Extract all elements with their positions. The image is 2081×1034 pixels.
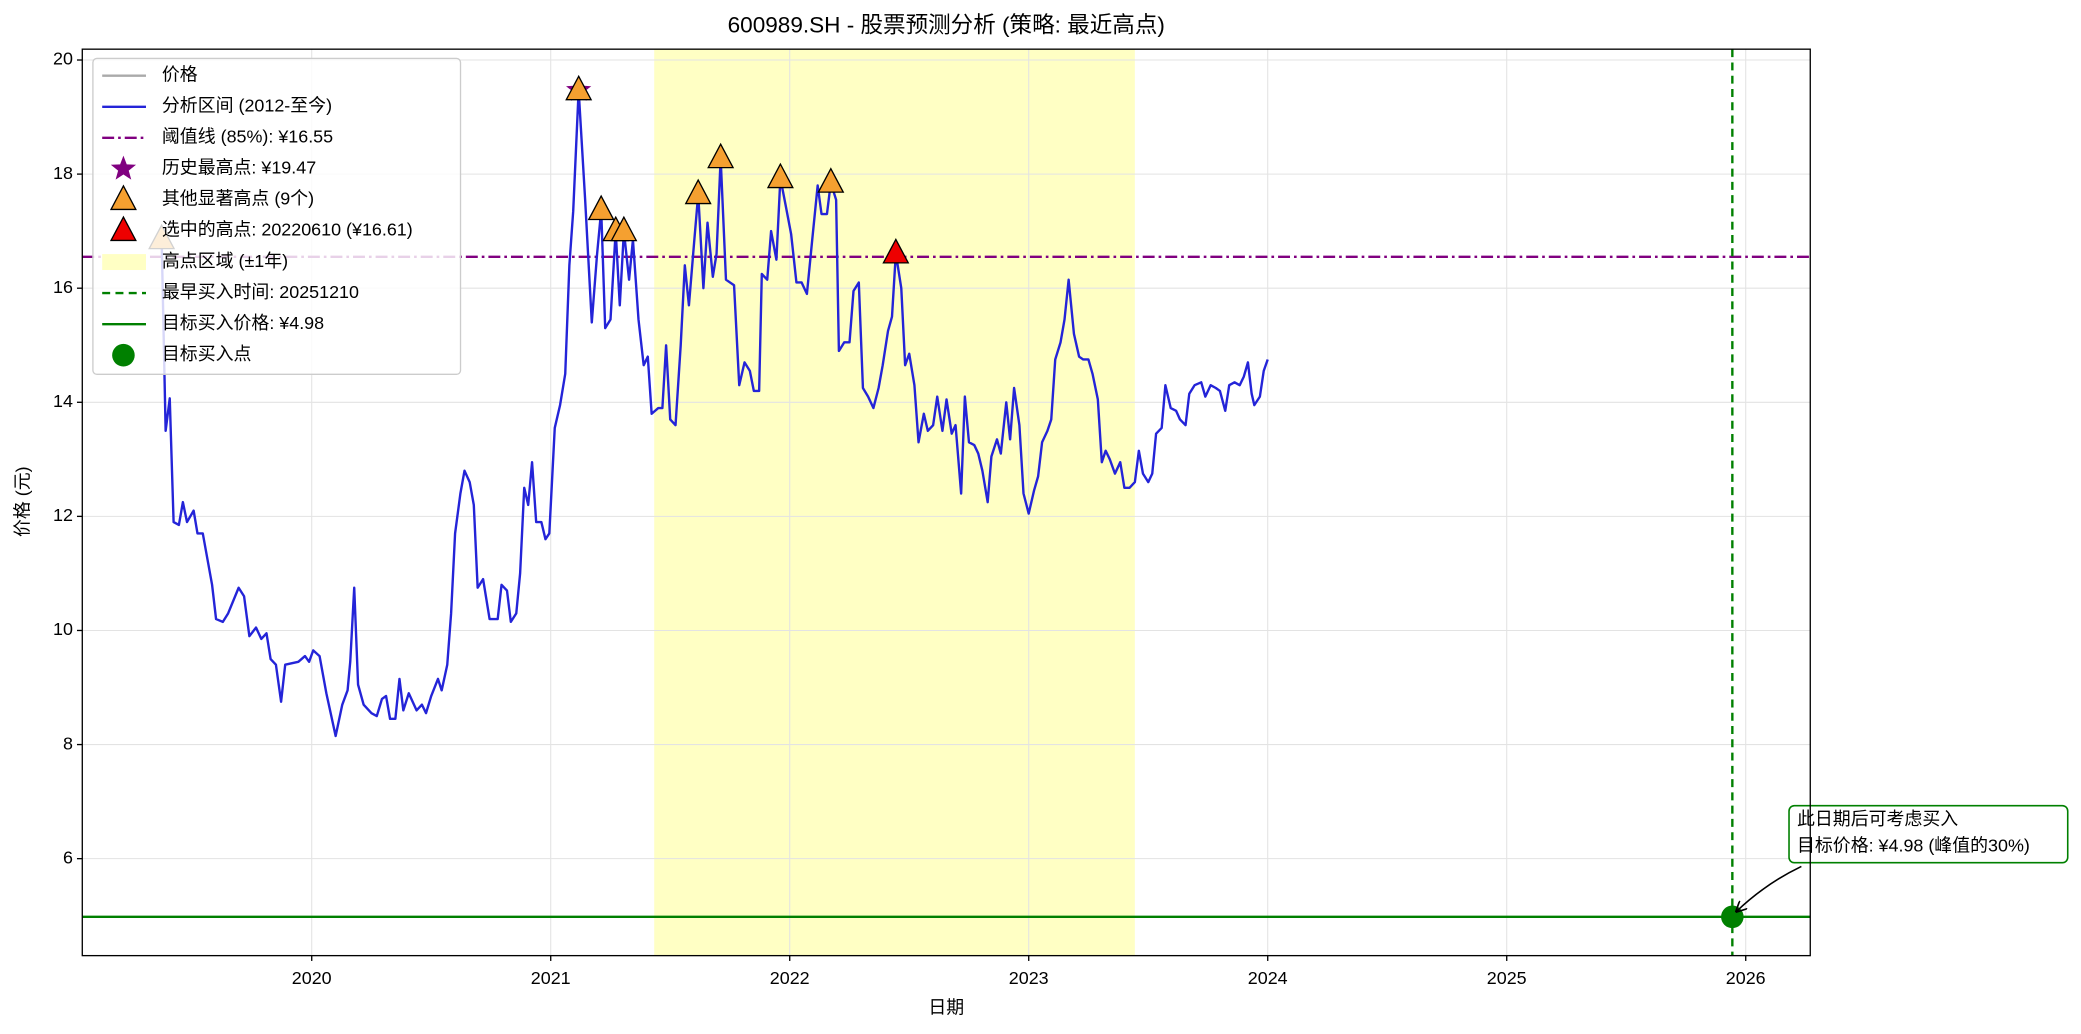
legend-label: 目标买入点	[162, 344, 252, 364]
legend-swatch	[110, 155, 137, 180]
y-axis-label: 价格 (元)	[13, 466, 33, 537]
legend-label: 历史最高点: ¥19.47	[162, 158, 316, 178]
y-tick-label: 8	[63, 733, 73, 753]
legend-label: 最早买入时间: 20251210	[162, 282, 359, 302]
y-tick-label: 20	[53, 49, 73, 69]
legend-label: 高点区域 (±1年)	[162, 251, 288, 271]
peak-marker	[766, 162, 794, 189]
legend-label: 目标买入价格: ¥4.98	[162, 313, 324, 333]
legend-label: 选中的高点: 20220610 (¥16.61)	[162, 220, 413, 240]
legend-label: 阈值线 (85%): ¥16.55	[162, 127, 333, 147]
legend-swatch	[102, 254, 146, 271]
selected-peak-marker	[882, 237, 910, 264]
y-tick-label: 14	[53, 391, 73, 411]
x-tick-label: 2023	[1009, 968, 1049, 988]
peak-marker	[707, 142, 735, 169]
price-line	[160, 88, 1269, 738]
y-tick-label: 12	[53, 505, 73, 525]
legend-swatch	[109, 184, 137, 211]
annotation-box	[1788, 804, 2069, 864]
legend-label: 其他显著高点 (9个)	[162, 189, 314, 209]
x-tick-label: 2026	[1726, 968, 1766, 988]
x-axis-label: 日期	[928, 997, 964, 1017]
legend-label: 价格	[162, 64, 198, 84]
legend-swatch	[109, 215, 137, 242]
y-tick-label: 18	[53, 163, 73, 183]
x-tick-label: 2021	[531, 968, 571, 988]
peak-marker	[610, 215, 638, 242]
x-tick-label: 2022	[770, 968, 810, 988]
legend-swatch	[112, 343, 135, 367]
plot-frame	[81, 48, 1811, 957]
peak-marker	[684, 178, 712, 205]
peak-marker	[587, 194, 615, 221]
x-tick-label: 2024	[1248, 968, 1288, 988]
annotation-text: 此日期后可考虑买入	[1797, 809, 1958, 829]
y-tick-label: 10	[53, 619, 73, 639]
annotation-text: 目标价格: ¥4.98 (峰值的30%)	[1797, 836, 2030, 856]
legend-label: 分析区间 (2012-至今)	[162, 96, 332, 116]
x-tick-label: 2025	[1487, 968, 1527, 988]
annotation-arrow	[1736, 865, 1802, 911]
y-tick-label: 6	[63, 847, 73, 867]
x-tick-label: 2020	[292, 968, 332, 988]
y-tick-label: 16	[53, 277, 73, 297]
peak-zone	[654, 49, 1135, 956]
peak-marker	[565, 74, 593, 101]
legend-box	[92, 57, 462, 375]
peak-marker	[817, 167, 845, 193]
chart-title: 600989.SH - 股票预测分析 (策略: 最近高点)	[728, 13, 1165, 38]
